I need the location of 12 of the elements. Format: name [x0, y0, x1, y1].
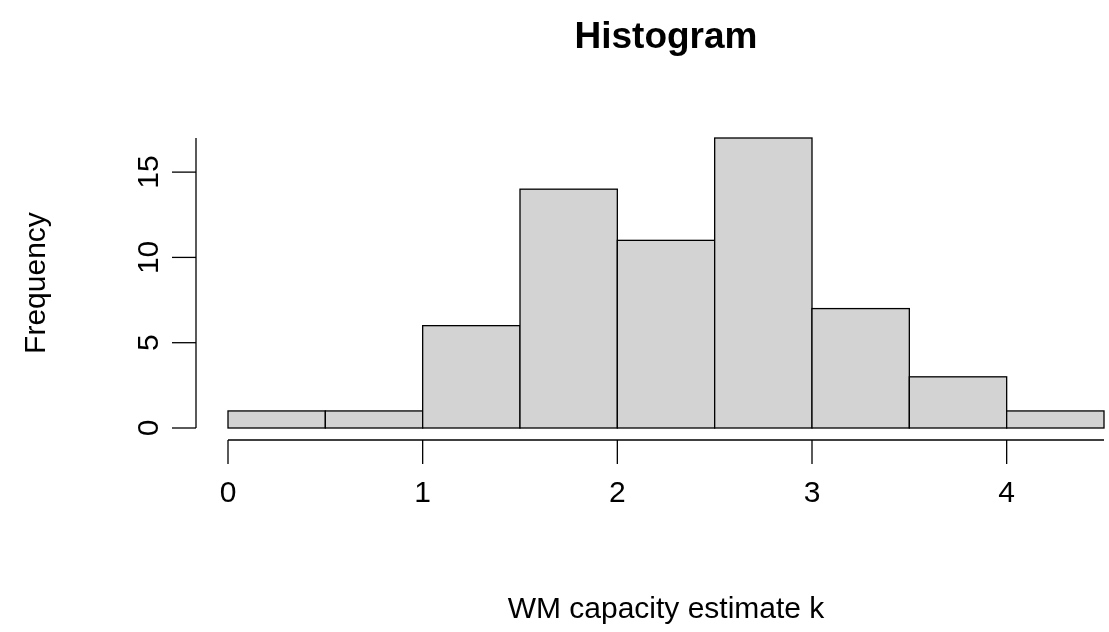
y-tick-label: 15 — [131, 155, 164, 189]
y-axis-title: Frequency — [18, 212, 51, 354]
x-tick-label: 4 — [998, 475, 1016, 508]
x-tick-label: 3 — [803, 475, 821, 508]
x-tick-label: 2 — [608, 475, 626, 508]
y-tick-label: 0 — [131, 419, 164, 437]
x-axis-title: WM capacity estimate k — [507, 591, 826, 624]
y-tick-label: 5 — [131, 334, 164, 352]
chart-title: Histogram — [574, 15, 758, 56]
x-tick-label: 1 — [414, 475, 432, 508]
y-tick-label: 10 — [131, 240, 164, 275]
x-tick-label: 0 — [219, 475, 237, 508]
